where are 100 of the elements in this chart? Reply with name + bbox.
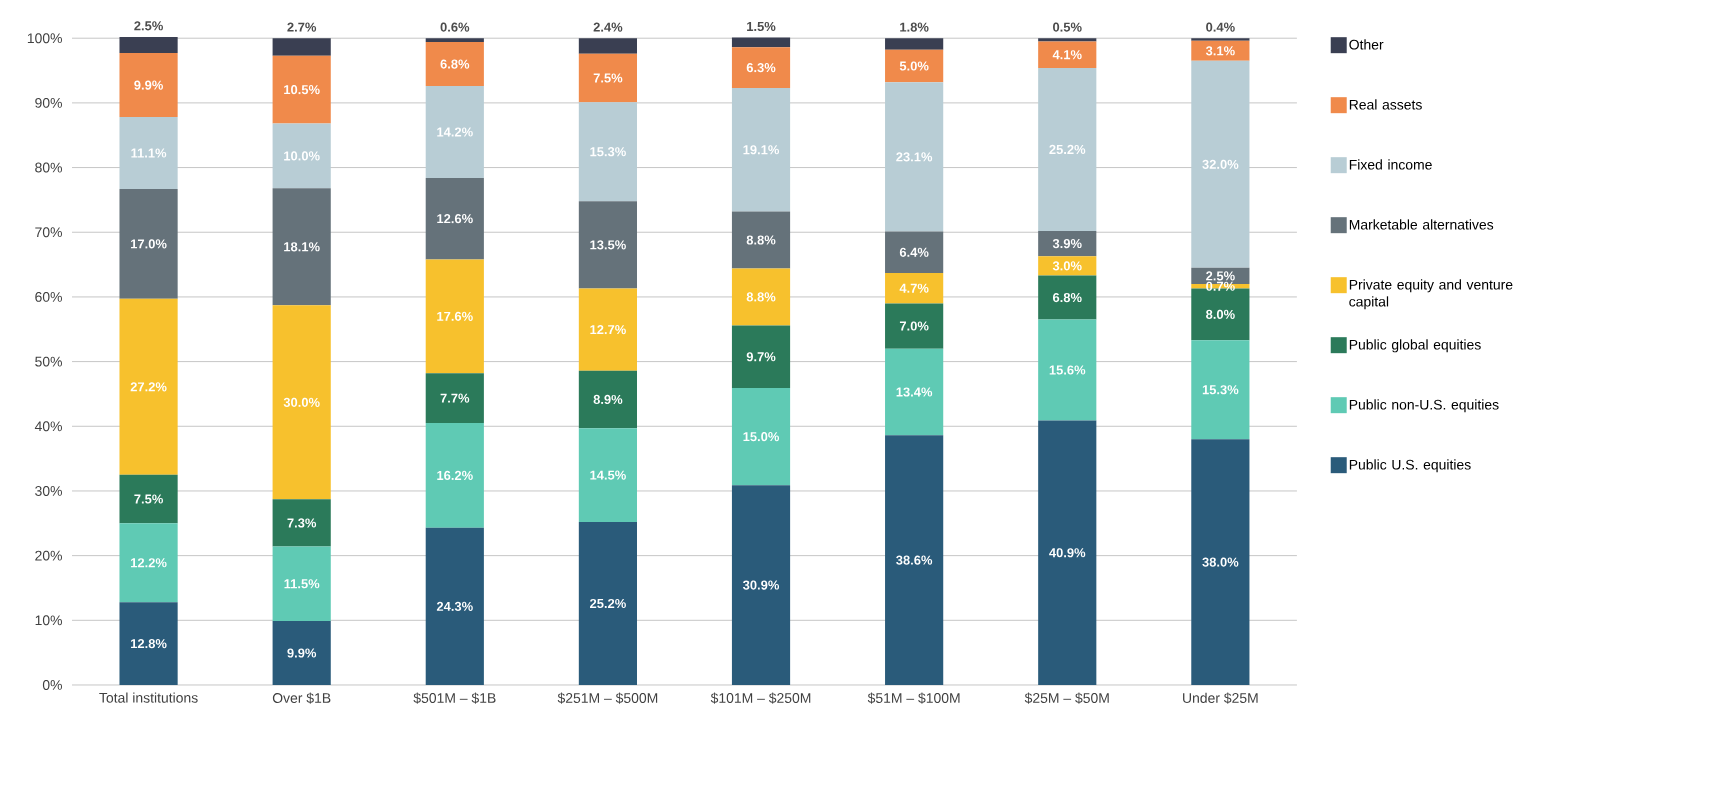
legend-label: Public non-U.S. equities xyxy=(1349,399,1499,413)
bar xyxy=(425,423,484,528)
data-label: 40.9% xyxy=(1049,548,1086,558)
bar xyxy=(1191,40,1250,61)
bar xyxy=(885,435,944,685)
bar xyxy=(885,231,944,273)
data-label: 15.6% xyxy=(1049,365,1086,375)
data-label: 19.1% xyxy=(743,145,780,155)
legend-label: Private equity and venture capital xyxy=(1349,279,1513,310)
bar xyxy=(119,523,178,603)
y-tick-label: 90% xyxy=(35,97,62,108)
bar xyxy=(1191,38,1250,41)
x-tick-label: Over $1B xyxy=(272,692,331,704)
data-label: 27.2% xyxy=(130,382,167,392)
y-tick-label: 0% xyxy=(42,680,62,690)
bar xyxy=(578,102,637,202)
data-label: 3.0% xyxy=(1052,261,1082,271)
data-label: 25.2% xyxy=(590,598,626,609)
y-tick-label: 100% xyxy=(27,33,62,44)
bar xyxy=(1191,340,1250,440)
data-label: 12.8% xyxy=(131,639,167,649)
data-label: 9.9% xyxy=(287,648,317,658)
data-label: 2.5% xyxy=(134,21,163,31)
data-label: 14.5% xyxy=(590,470,626,480)
data-label: 4.1% xyxy=(1052,50,1082,60)
data-label: 8.8% xyxy=(746,235,776,245)
data-label: 38.0% xyxy=(1202,557,1239,567)
data-label: 6.8% xyxy=(440,59,470,69)
bar xyxy=(578,38,637,54)
bar xyxy=(731,211,791,269)
x-tick-label: Total institutions xyxy=(99,692,198,703)
data-label: 10.0% xyxy=(284,151,320,161)
legend-label: Public U.S. equities xyxy=(1349,459,1471,473)
bar xyxy=(1038,67,1097,231)
data-label: 17.6% xyxy=(437,311,473,321)
data-label: 13.4% xyxy=(896,387,933,397)
data-label: 7.0% xyxy=(899,321,929,331)
bar xyxy=(578,288,637,371)
data-label: 23.1% xyxy=(896,152,933,162)
legend-label: Fixed income xyxy=(1349,159,1432,170)
data-label: 5.0% xyxy=(899,61,929,71)
bar xyxy=(272,188,331,306)
bar xyxy=(731,485,791,685)
data-label: 0.6% xyxy=(440,22,470,32)
data-label: 2.7% xyxy=(287,22,317,32)
data-label: 32.0% xyxy=(1202,159,1239,169)
bar xyxy=(885,272,944,304)
data-label: 30.9% xyxy=(742,580,780,590)
bar xyxy=(272,38,331,56)
data-label: 16.2% xyxy=(437,470,473,481)
y-tick-label: 30% xyxy=(35,486,62,496)
bar xyxy=(425,42,484,87)
bar xyxy=(578,201,637,289)
data-label: 25.2% xyxy=(1049,144,1086,155)
data-label: 11.1% xyxy=(131,148,167,158)
data-label: 15.3% xyxy=(590,147,626,157)
bar xyxy=(119,53,178,118)
data-label: 3.1% xyxy=(1205,46,1235,56)
data-label: 8.9% xyxy=(593,394,623,405)
bar xyxy=(578,370,637,429)
bar xyxy=(578,428,637,522)
data-label: 0.4% xyxy=(1206,22,1235,32)
bar xyxy=(272,499,331,547)
data-label: 1.5% xyxy=(747,21,776,32)
bar xyxy=(272,55,331,124)
x-tick-label: $101M – $250M xyxy=(710,692,811,704)
bar xyxy=(578,522,637,685)
data-label: 15.0% xyxy=(743,432,780,442)
data-label: 13.5% xyxy=(590,240,626,250)
bar xyxy=(885,348,944,436)
data-label: 12.6% xyxy=(437,214,473,224)
bar xyxy=(425,177,484,260)
data-label: 0.5% xyxy=(1053,22,1082,32)
data-label: 7.7% xyxy=(440,393,470,403)
bar xyxy=(731,388,791,486)
legend-label: Other xyxy=(1349,39,1384,50)
legend-label: Public global equities xyxy=(1349,339,1481,353)
data-label: 4.7% xyxy=(899,283,929,293)
bar xyxy=(731,268,791,326)
x-tick-label: $501M – $1B xyxy=(413,692,496,704)
bar xyxy=(731,325,791,389)
bar xyxy=(885,49,944,83)
data-label: 9.7% xyxy=(746,352,776,362)
bar xyxy=(1038,420,1097,685)
data-label: 7.5% xyxy=(593,73,623,83)
bar xyxy=(1191,439,1250,685)
y-tick-label: 40% xyxy=(34,421,62,432)
bar xyxy=(119,474,178,524)
data-label: 11.5% xyxy=(284,579,320,589)
bar xyxy=(119,188,178,299)
data-label: 12.2% xyxy=(131,558,167,568)
data-label: 14.2% xyxy=(437,127,473,137)
bar xyxy=(731,37,791,48)
data-label: 15.3% xyxy=(1202,385,1239,395)
bar xyxy=(425,86,484,178)
legend-label: Real assets xyxy=(1349,99,1422,110)
data-label: 10.5% xyxy=(284,85,320,95)
data-label: 38.6% xyxy=(896,555,933,565)
x-tick-label: $51M – $100M xyxy=(867,692,960,704)
y-tick-label: 10% xyxy=(35,615,62,626)
